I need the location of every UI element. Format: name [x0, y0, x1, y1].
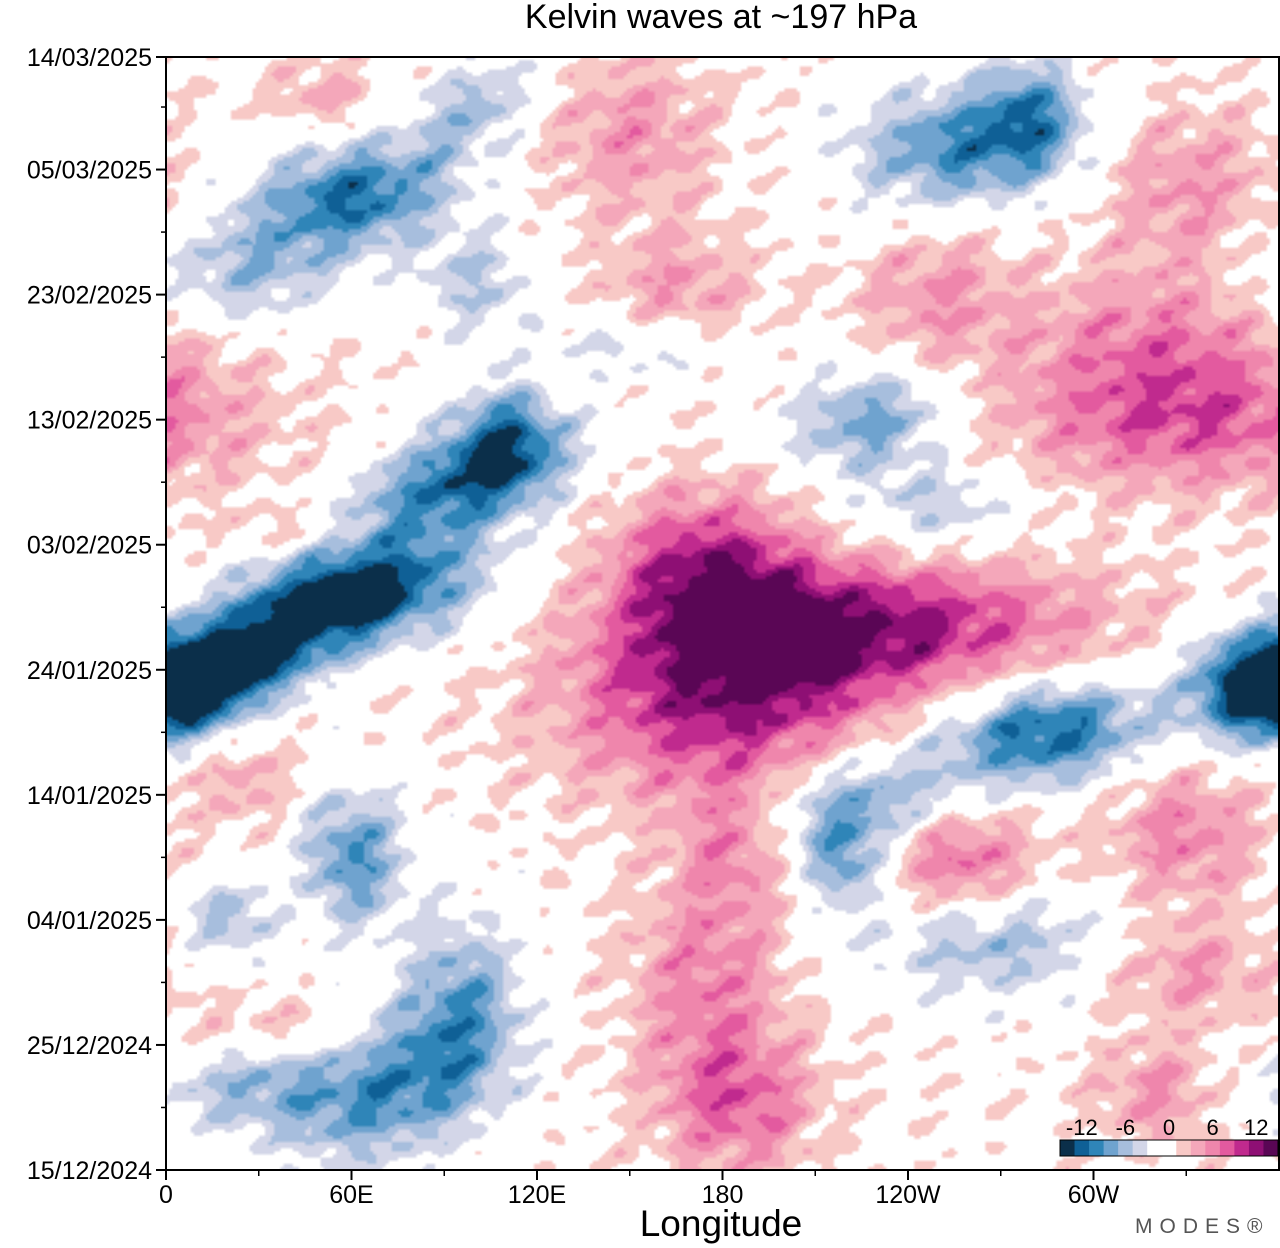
colorbar-swatch [1176, 1140, 1192, 1156]
y-tick-label: 13/02/2025 [27, 407, 152, 435]
y-tick-label: 24/01/2025 [27, 657, 152, 685]
x-tick-label: 60E [329, 1181, 373, 1209]
heatmap-plot-area [165, 56, 1280, 1171]
colorbar-swatch [1103, 1140, 1119, 1156]
colorbar: -12 -6 0 6 12 [1059, 1115, 1279, 1157]
colorbar-swatch [1248, 1140, 1264, 1156]
colorbar-tick-label: 12 [1244, 1115, 1268, 1140]
y-tick-label: 14/03/2025 [27, 44, 152, 72]
y-tick-label: 14/01/2025 [27, 782, 152, 810]
x-axis-label: Longitude [640, 1203, 803, 1244]
colorbar-swatch [1219, 1140, 1235, 1156]
x-tick-label: 60W [1068, 1181, 1120, 1209]
colorbar-swatch [1234, 1140, 1250, 1156]
heatmap-image [166, 57, 1279, 1170]
x-tick-label: 120W [875, 1181, 941, 1209]
y-tick-label: 04/01/2025 [27, 907, 152, 935]
colorbar-tick-label: 6 [1206, 1115, 1218, 1140]
colorbar-tick-label: -12 [1066, 1115, 1098, 1140]
x-tick-label: 0 [159, 1181, 173, 1209]
colorbar-swatch [1074, 1140, 1090, 1156]
x-tick-label: 120E [508, 1181, 566, 1209]
y-tick-label: 03/02/2025 [27, 532, 152, 560]
colorbar-tick-label: 0 [1163, 1115, 1175, 1140]
colorbar-swatch [1147, 1140, 1163, 1156]
colorbar-swatch [1060, 1140, 1076, 1156]
y-tick-label: 05/03/2025 [27, 157, 152, 185]
y-tick-label: 25/12/2024 [27, 1032, 152, 1060]
x-tick-label: 180 [702, 1181, 744, 1209]
colorbar-tick-label: -6 [1116, 1115, 1136, 1140]
y-tick-label: 23/02/2025 [27, 282, 152, 310]
colorbar-swatch [1089, 1140, 1105, 1156]
x-axis: 0 60E 120E 180 120W 60W [159, 1170, 1187, 1209]
colorbar-swatch [1118, 1140, 1134, 1156]
colorbar-swatch [1263, 1140, 1279, 1156]
colorbar-swatch [1161, 1140, 1177, 1156]
y-axis: 15/12/2024 25/12/2024 04/01/2025 14/01/2025… [27, 44, 166, 1185]
colorbar-swatch [1190, 1140, 1206, 1156]
brand-logo: MODES® [1135, 1215, 1269, 1238]
y-tick-label: 15/12/2024 [27, 1157, 152, 1185]
colorbar-frame [1059, 1139, 1279, 1157]
colorbar-swatch [1205, 1140, 1221, 1156]
chart-title: Kelvin waves at ~197 hPa [525, 0, 917, 36]
colorbar-swatch [1132, 1140, 1148, 1156]
